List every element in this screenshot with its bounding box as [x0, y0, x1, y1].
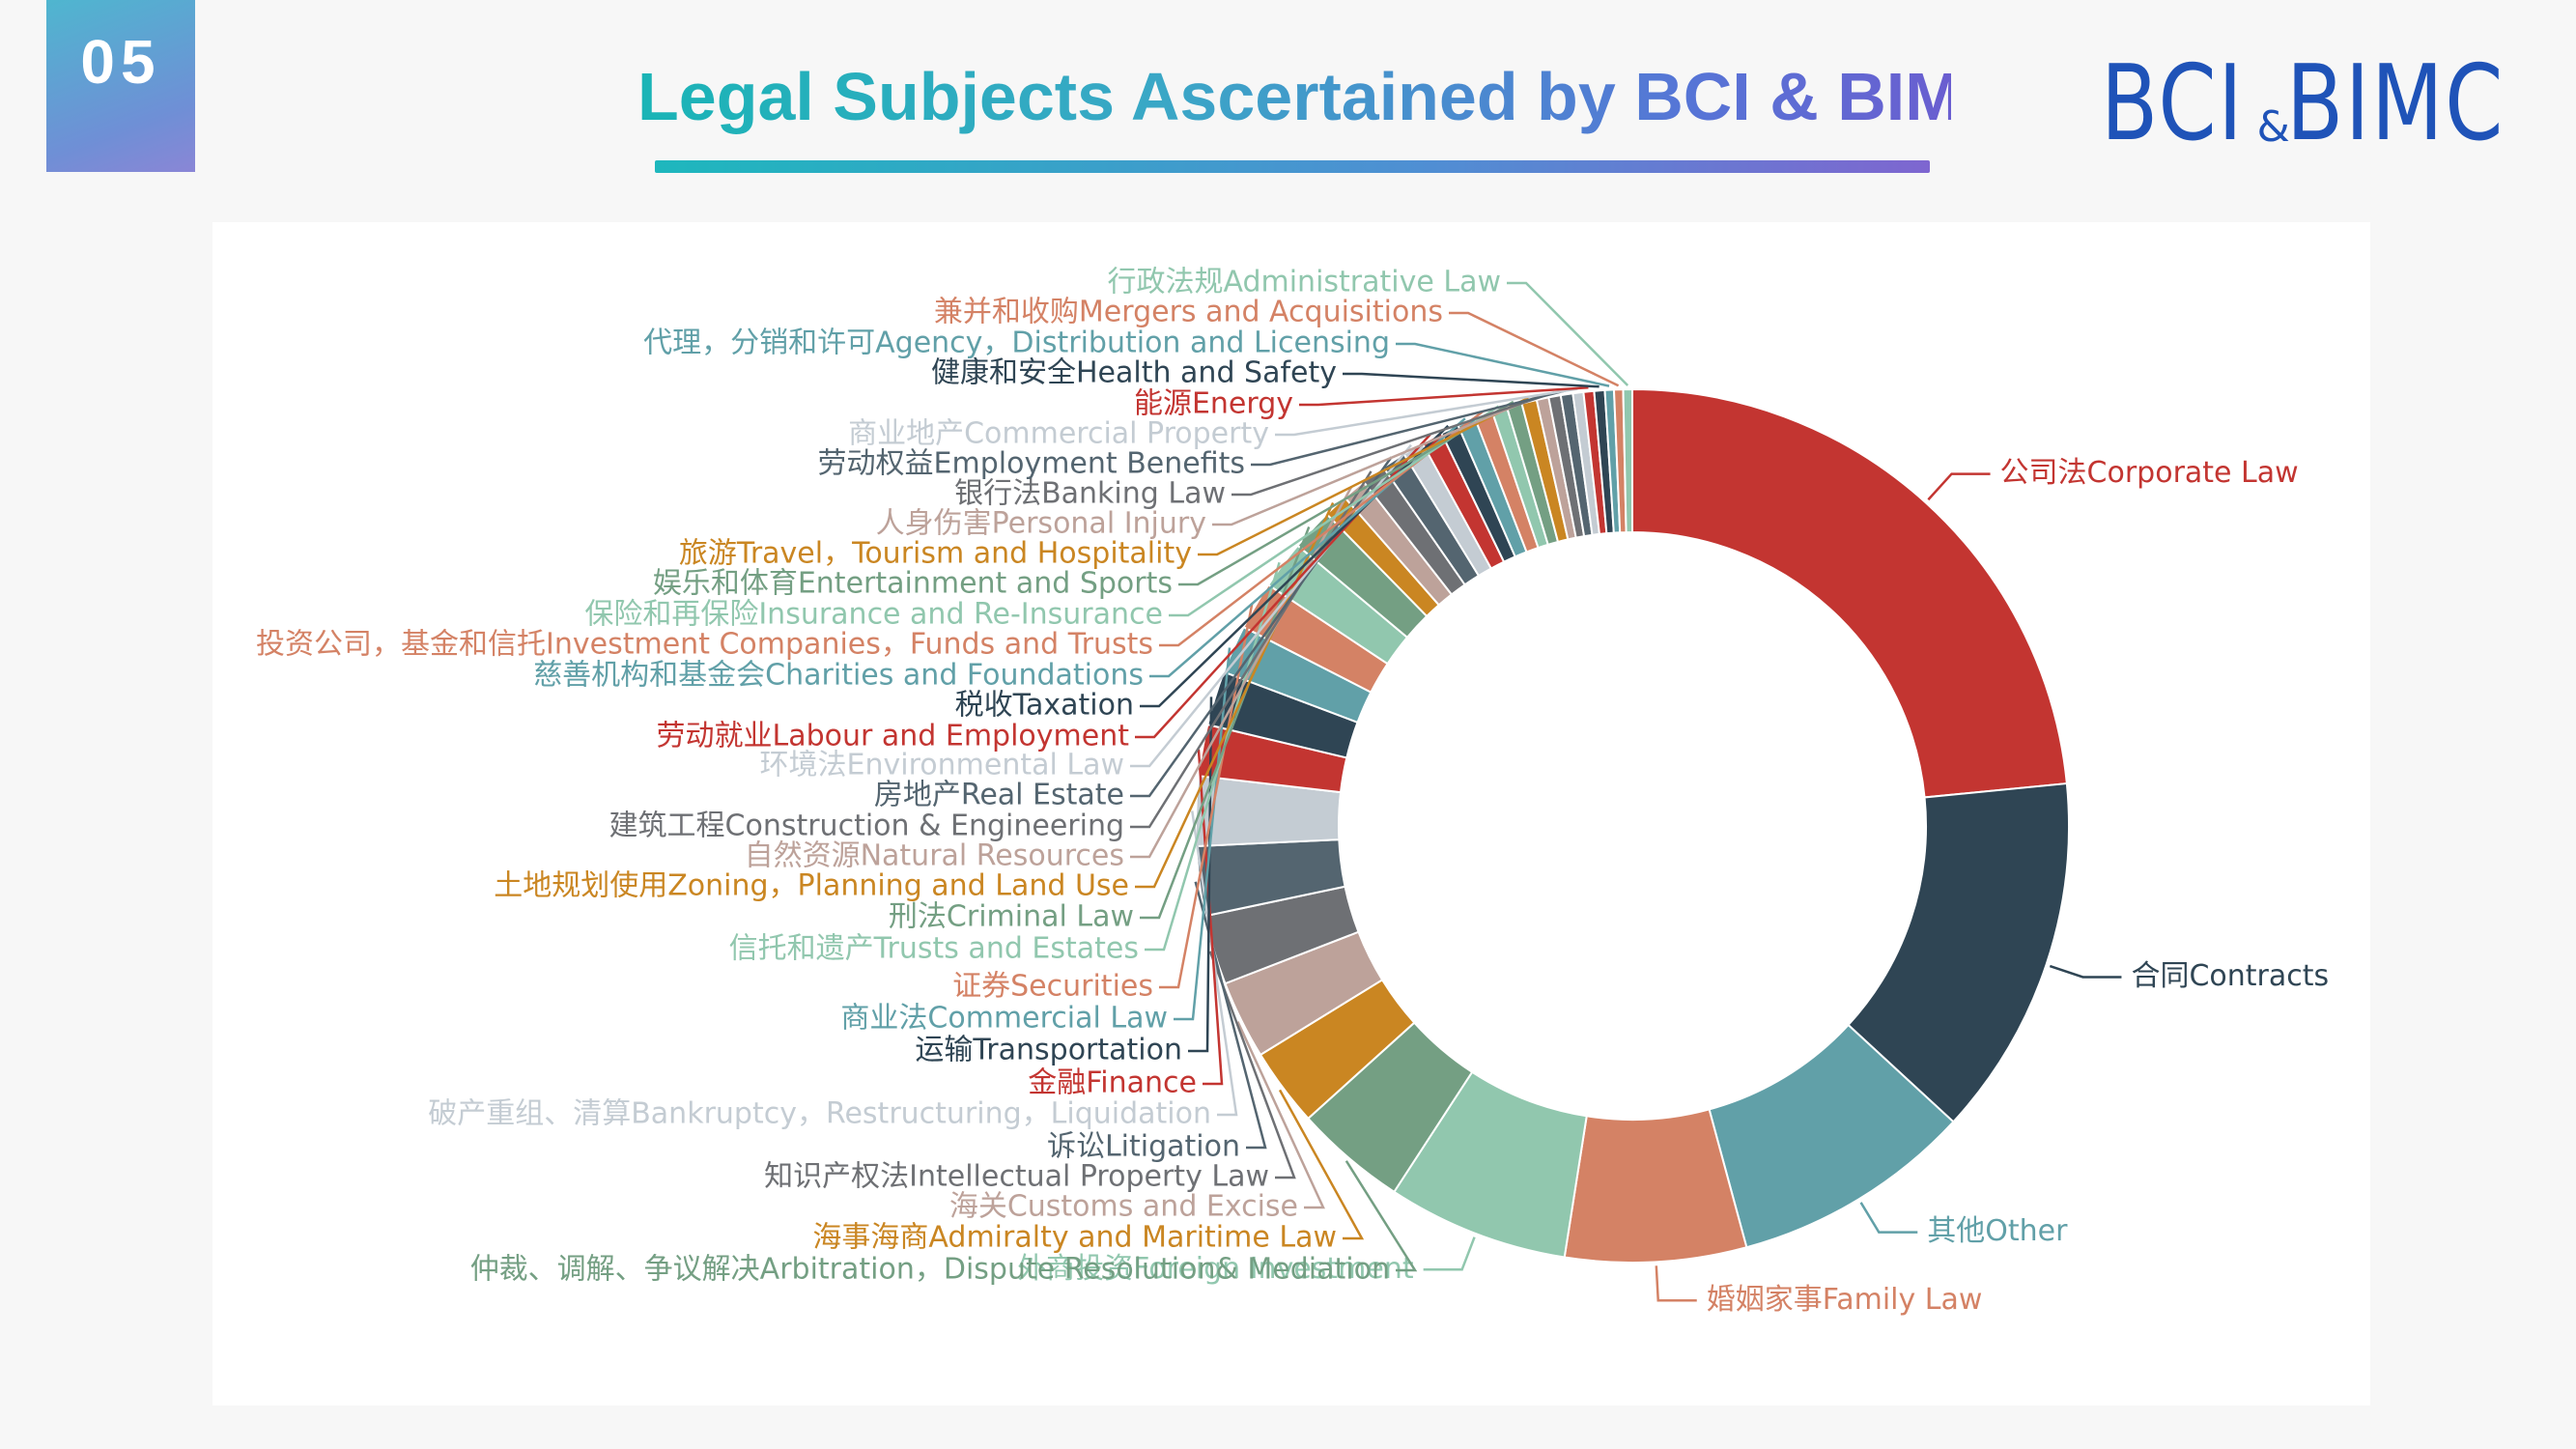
leader-line: [1449, 311, 1620, 387]
leader-line: [1208, 951, 1296, 1179]
slice-label: 破产重组、清算Bankruptcy，Restructuring，Liquidat…: [428, 1097, 1211, 1131]
brand-logo: BCI & BIMC: [2101, 43, 2503, 164]
slice-label: 建筑工程Construction & Engineering: [609, 810, 1124, 843]
leader-line: [1188, 696, 1213, 1053]
leader-line: [1198, 396, 1529, 556]
leader-line: [1236, 1021, 1325, 1209]
leader-line: [1423, 1236, 1476, 1271]
logo-text-left: BCI: [2101, 43, 2245, 164]
leader-line: [1197, 749, 1224, 1086]
slice-label: 健康和安全Health and Safety: [931, 356, 1337, 390]
slice-label: 合同Contracts: [2131, 959, 2329, 993]
leader-line: [1299, 386, 1589, 407]
slice-label: 海关Customs and Excise: [949, 1190, 1298, 1224]
donut-slice: [1631, 387, 2068, 799]
slice-label: 海事海商Admiralty and Maritime Law: [812, 1221, 1337, 1255]
slice-label: 外商投资Foreign Investment: [1017, 1252, 1414, 1286]
slice-label: 慈善机构和基金会Charities and Foundations: [533, 659, 1144, 693]
slice-label: 诉讼Litigation: [1047, 1130, 1240, 1164]
slice-label: 婚姻家事Family Law: [1707, 1283, 1983, 1317]
leader-line: [1927, 472, 1991, 501]
leader-line: [1275, 387, 1578, 437]
slice-label: 劳动就业Labour and Employment: [657, 720, 1130, 753]
leader-line: [2049, 964, 2122, 979]
slice-label: 商业地产Commercial Property: [848, 417, 1269, 451]
slice-label: 能源Energy: [1134, 387, 1293, 421]
leader-line: [1130, 456, 1393, 798]
slice-label: 商业法Commercial Law: [840, 1002, 1168, 1036]
slice-label: 人身伤害Personal Injury: [876, 507, 1206, 541]
slice-label: 旅游Travel，Tourism and Hospitality: [679, 537, 1192, 571]
leader-line: [1396, 342, 1610, 387]
slice-label: 投资公司，基金和信托Investment Companies，Funds and…: [256, 628, 1153, 662]
slice-label: 保险和再保险Insurance and Re-Insurance: [584, 598, 1163, 632]
section-number-badge: 05: [46, 0, 195, 172]
slice-label: 证券Securities: [952, 970, 1153, 1004]
leader-line: [1191, 810, 1238, 1117]
leader-line: [1159, 411, 1484, 647]
slice-label: 知识产权法Intellectual Property Law: [764, 1160, 1269, 1194]
leader-line: [1251, 388, 1567, 467]
donut-slice: [1622, 387, 1633, 534]
leader-line: [1345, 1160, 1418, 1272]
leader-line: [1135, 434, 1431, 739]
slice-label: 代理，分销和许可Agency，Distribution and Licensin…: [643, 327, 1390, 360]
slice-label: 环境法Environmental Law: [760, 749, 1124, 782]
leader-line: [1140, 424, 1450, 708]
slice-label: 税收Taxation: [955, 689, 1134, 723]
leader-line: [1194, 881, 1267, 1150]
leader-line: [1231, 391, 1555, 497]
leader-line: [1278, 1089, 1365, 1240]
slice-label: 刑法Criminal Law: [889, 900, 1134, 934]
slice-label: 公司法Corporate Law: [2000, 456, 2299, 490]
slice-label: 娱乐和体育Entertainment and Sports: [653, 567, 1173, 601]
leader-line: [1343, 372, 1599, 388]
slice-label: 仲裁、调解、争议解决Arbitration，Dispute Resolution…: [470, 1253, 1390, 1287]
slice-label: 房地产Real Estate: [874, 779, 1124, 812]
logo-ampersand: &: [2256, 102, 2290, 152]
leader-line: [1507, 281, 1629, 386]
slice-label: 银行法Banking Law: [954, 477, 1226, 511]
slice-label: 土地规划使用Zoning，Planning and Land Use: [494, 869, 1129, 903]
title-underline: [655, 160, 1930, 173]
leader-line: [1178, 400, 1514, 586]
leader-line: [1212, 393, 1543, 526]
slice-label: 金融Finance: [1028, 1066, 1197, 1100]
slice-label: 劳动权益Employment Benefits: [818, 447, 1245, 481]
leader-line: [1859, 1202, 1918, 1234]
logo-text-right: BIMC: [2285, 43, 2505, 164]
leader-line: [1149, 417, 1466, 678]
slice-label: 行政法规Administrative Law: [1107, 266, 1501, 299]
slice-label: 兼并和收购Mergers and Acquisitions: [934, 296, 1443, 329]
slice-label: 其他Other: [1927, 1214, 2068, 1248]
slice-label: 运输Transportation: [915, 1034, 1182, 1067]
slice-label: 自然资源Natural Resources: [745, 839, 1124, 873]
slice-label: 信托和遗产Trusts and Estates: [729, 932, 1139, 966]
leader-line: [1169, 405, 1500, 617]
section-number: 05: [80, 27, 161, 97]
leader-line: [1655, 1265, 1697, 1302]
page-title: Legal Subjects Ascertained by BCI & BIMC: [637, 59, 2011, 134]
